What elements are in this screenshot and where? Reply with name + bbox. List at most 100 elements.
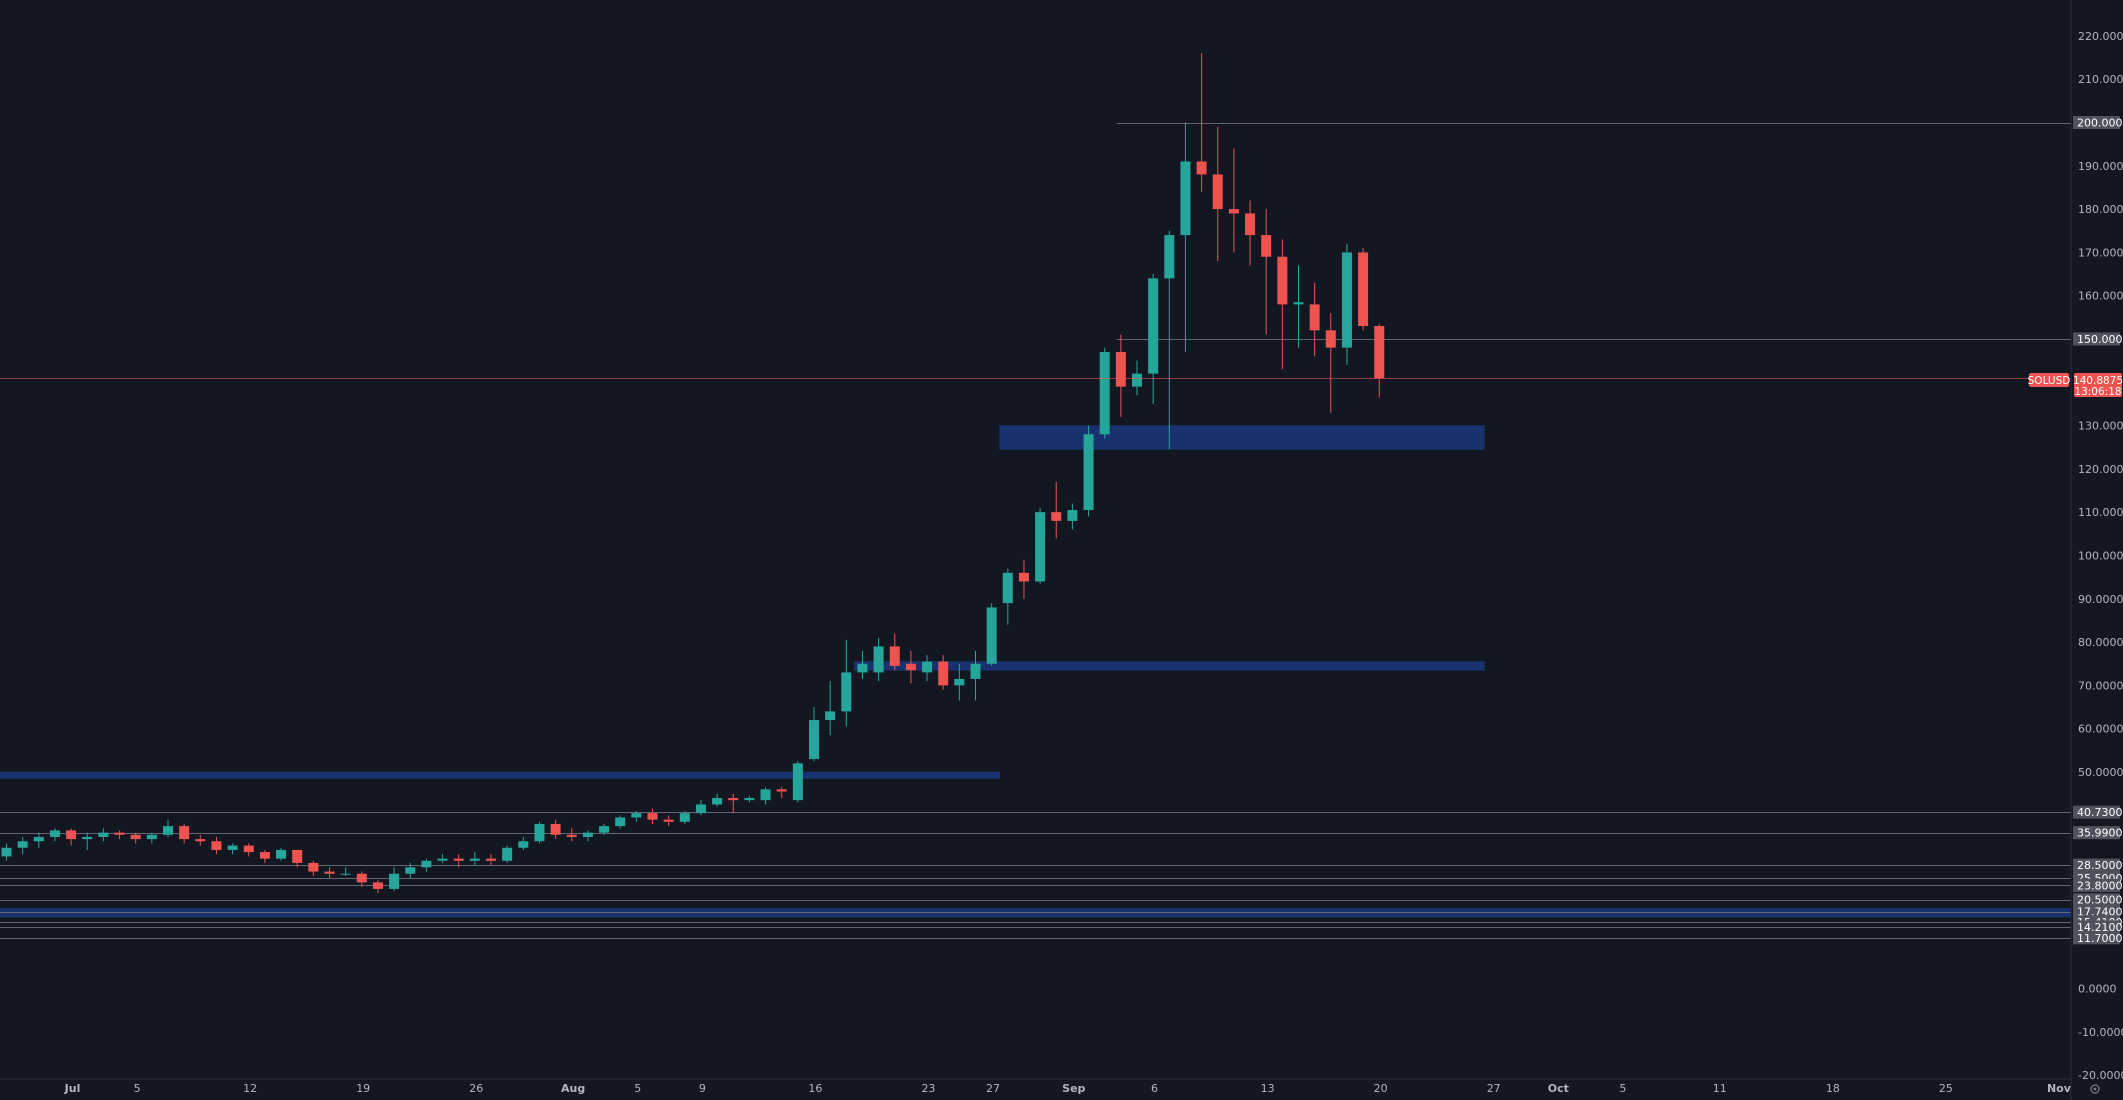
candle-body (179, 826, 190, 840)
price-level-label: 28.5000 (2077, 859, 2123, 872)
price-level-badge-bg (2073, 878, 2120, 892)
y-tick-label: 180.0000 (2078, 203, 2123, 216)
y-tick-label: 130.0000 (2078, 420, 2123, 433)
y-tick-label: 110.0000 (2078, 506, 2123, 519)
price-level-badge: 35.9900 (2073, 826, 2123, 840)
y-tick-label: 190.0000 (2078, 160, 2123, 173)
x-tick-label: 27 (986, 1082, 1000, 1095)
candle-body (889, 646, 900, 666)
candle-body (1035, 512, 1046, 582)
x-tick-label: Nov (2047, 1082, 2072, 1095)
candle-body (405, 867, 416, 874)
candle-body (1099, 351, 1110, 435)
symbol-badge: SOLUSD (2028, 373, 2071, 387)
candle-body (550, 823, 561, 835)
candle-body (308, 862, 319, 872)
candle-body (421, 860, 432, 868)
price-level-badge-bg (2073, 905, 2120, 919)
last-price-value: 140.8875 (2073, 375, 2123, 387)
last-price-badge-bg (2074, 373, 2122, 397)
x-tick-label: 16 (808, 1082, 822, 1095)
price-level-label: 150.0000 (2077, 333, 2123, 346)
symbol-label: SOLUSD (2028, 375, 2071, 387)
candle-body (728, 797, 739, 801)
candle-body (82, 836, 93, 840)
candle-body (712, 797, 723, 805)
candle-body (1196, 161, 1207, 175)
candle-body (227, 845, 238, 850)
price-level-label: 14.2100 (2077, 921, 2123, 934)
candle-body (389, 873, 400, 889)
y-tick-label: 50.0000 (2078, 766, 2123, 779)
y-tick-label: 80.0000 (2078, 636, 2123, 649)
symbol-badge-bg (2029, 373, 2069, 387)
candle-body (776, 789, 787, 792)
zone-2 (0, 771, 1000, 779)
candle-body (66, 830, 77, 840)
candle-body (130, 834, 141, 840)
candle-body (1309, 304, 1320, 331)
candle-body (114, 832, 125, 835)
candle-body (873, 646, 884, 673)
price-level-badge: 11.7000 (2073, 931, 2123, 945)
candle-body (744, 797, 755, 801)
y-tick-label: -10.0000 (2078, 1026, 2123, 1039)
candle-body (1148, 278, 1159, 374)
candle-body (663, 819, 674, 822)
settings-icon[interactable] (2090, 1084, 2100, 1094)
candle-body (486, 858, 496, 861)
candle-body (986, 607, 997, 664)
candle-body (146, 834, 157, 840)
x-tick-label: 18 (1826, 1082, 1840, 1095)
bar-countdown: 13:06:18 (2074, 386, 2121, 398)
candle-body (1051, 512, 1062, 521)
price-level-badge: 200.0000 (2073, 116, 2123, 130)
candle-body (276, 849, 287, 859)
price-level-badge: 23.8000 (2073, 878, 2123, 892)
candle-body (1261, 235, 1272, 257)
candle-body (1228, 209, 1239, 214)
x-tick-label: 20 (1374, 1082, 1388, 1095)
candle-body (954, 678, 965, 686)
candle-body (195, 839, 206, 842)
y-tick-label: 70.0000 (2078, 679, 2123, 692)
candle-body (825, 711, 836, 721)
price-level-badge-bg (2073, 826, 2120, 840)
x-tick-label: 5 (134, 1082, 141, 1095)
candle-body (1, 847, 12, 857)
last-price-badge: 140.8875 13:06:18 (2073, 373, 2123, 398)
x-tick-label: Sep (1062, 1082, 1085, 1095)
candle-body (922, 661, 933, 673)
candle-body (17, 841, 28, 848)
y-tick-label: 210.0000 (2078, 73, 2123, 86)
candle-body (534, 823, 545, 842)
y-tick-label: 120.0000 (2078, 463, 2123, 476)
candle-body (502, 847, 513, 861)
candle-body (631, 813, 642, 818)
candle-body (453, 858, 464, 861)
x-tick-label: 19 (356, 1082, 370, 1095)
x-tick-label: Oct (1548, 1082, 1569, 1095)
candle-body (1132, 373, 1142, 387)
candle-body (324, 871, 335, 874)
y-tick-label: 60.0000 (2078, 723, 2123, 736)
price-level-label: 40.7300 (2077, 806, 2123, 819)
candle-body (1083, 434, 1094, 511)
candle-body (1212, 174, 1223, 210)
candle-body (809, 720, 819, 760)
candle-body (1293, 302, 1304, 305)
x-tick-label: 27 (1487, 1082, 1501, 1095)
candle-body (33, 836, 44, 842)
candle-body (566, 834, 577, 837)
price-level-label: 200.0000 (2077, 117, 2123, 130)
candle-body (1277, 256, 1288, 305)
candle-body (518, 841, 529, 848)
x-tick-label: 23 (921, 1082, 935, 1095)
candle-body (437, 858, 448, 861)
time-axis[interactable]: Jul 5 12 19 26 Aug 5 9 16 23 27 Sep 6 13 20 27 Oct 5 11 18 2… (0, 1078, 2072, 1095)
candle-body (792, 763, 803, 801)
price-axis[interactable]: 220.0000 210.0000 190.0000 180.0000 170.0000… (2070, 0, 2123, 1100)
candle-body (857, 663, 868, 673)
price-level-badge-bg (2073, 920, 2120, 934)
